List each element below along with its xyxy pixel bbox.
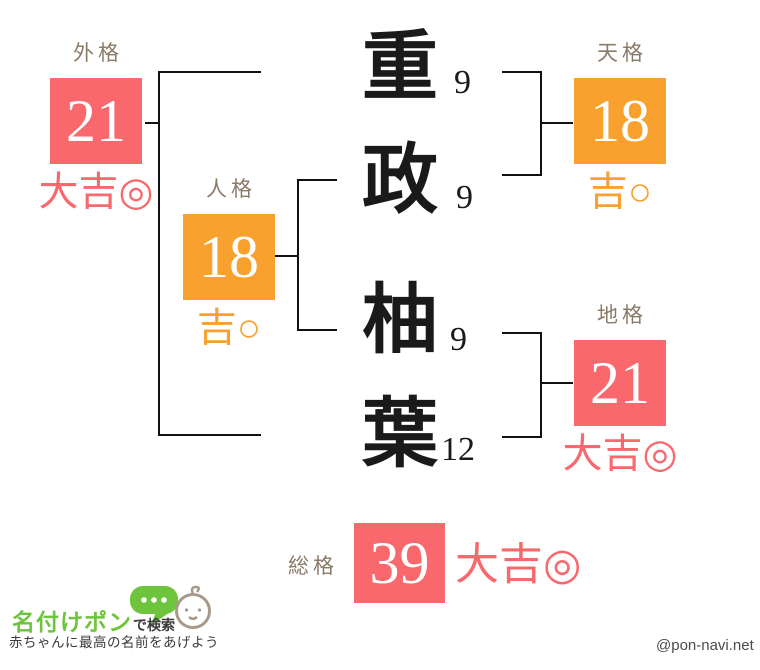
given-char-2-stroke-count: 12 (441, 431, 475, 468)
gaikaku-value-box: 21 (50, 78, 142, 164)
tenkaku-connector-line (540, 122, 573, 124)
chikaku-connector-line (540, 382, 573, 384)
given-char-2: 葉 (362, 393, 438, 477)
surname-char-1-stroke-count: 9 (454, 64, 471, 101)
jinkaku-bracket-top-line (297, 179, 337, 181)
gaikaku-value: 21 (66, 87, 126, 154)
jinkaku-rating: 吉○ (196, 305, 262, 350)
speech-bubble-icon (130, 586, 178, 626)
surname-char-1: 重 (362, 26, 438, 110)
tenkaku-value-box: 18 (574, 78, 666, 164)
jinkaku-connector-line (275, 255, 299, 257)
chikaku-section: 地格 21 大吉◎ (540, 304, 700, 474)
gaikaku-rating: 大吉◎ (38, 169, 154, 214)
gaikaku-bracket-top-line (158, 71, 261, 73)
logo-lockup: 名付けポン で検索 (12, 603, 175, 637)
chikaku-bracket-top-line (502, 332, 542, 334)
gaikaku-connector-line (145, 122, 159, 124)
soukaku-section: 総格 39 大吉◎ (284, 523, 581, 603)
chikaku-bracket-vertical-line (540, 332, 542, 438)
gaikaku-label: 外格 (73, 42, 123, 65)
tenkaku-bracket-top-line (502, 71, 542, 73)
jinkaku-label: 人格 (206, 178, 256, 201)
surname-char-2: 政 (362, 139, 438, 223)
given-char-1-stroke-count: 9 (450, 321, 467, 358)
gaikaku-section: 外格 21 大吉◎ (16, 42, 176, 212)
soukaku-rating: 大吉◎ (455, 540, 582, 589)
soukaku-value: 39 (369, 529, 430, 596)
tenkaku-rating: 吉○ (587, 169, 653, 214)
tagline-text: 赤ちゃんに最高の名前をあげよう (9, 635, 219, 650)
surname-char-2-stroke-count: 9 (456, 179, 473, 216)
jinkaku-section: 人格 18 吉○ (149, 178, 309, 348)
jinkaku-bracket-vertical-line (297, 179, 299, 331)
jinkaku-value-box: 18 (183, 214, 275, 300)
baby-face-icon (175, 585, 211, 629)
site-credit: @pon-navi.net (656, 637, 754, 654)
chikaku-rating: 大吉◎ (562, 431, 678, 476)
soukaku-value-box: 39 (354, 523, 445, 603)
logo-text: 名付けポン (12, 609, 132, 635)
chikaku-bracket-bottom-line (502, 436, 542, 438)
jinkaku-bracket-bottom-line (297, 329, 337, 331)
gaikaku-bracket-vertical-line (158, 71, 160, 436)
tenkaku-label: 天格 (597, 42, 647, 65)
jinkaku-value: 18 (199, 223, 259, 290)
gaikaku-bracket-bottom-line (158, 434, 261, 436)
logo-search-text: で検索 (133, 617, 175, 633)
tenkaku-bracket-bottom-line (502, 174, 542, 176)
chikaku-label: 地格 (597, 304, 647, 327)
chikaku-value: 21 (590, 349, 650, 416)
given-char-1: 柚 (362, 279, 438, 363)
soukaku-label: 総格 (288, 555, 338, 578)
tenkaku-value: 18 (590, 87, 650, 154)
logo-icon (130, 585, 211, 629)
chikaku-value-box: 21 (574, 340, 666, 426)
tenkaku-section: 天格 18 吉○ (540, 42, 700, 212)
